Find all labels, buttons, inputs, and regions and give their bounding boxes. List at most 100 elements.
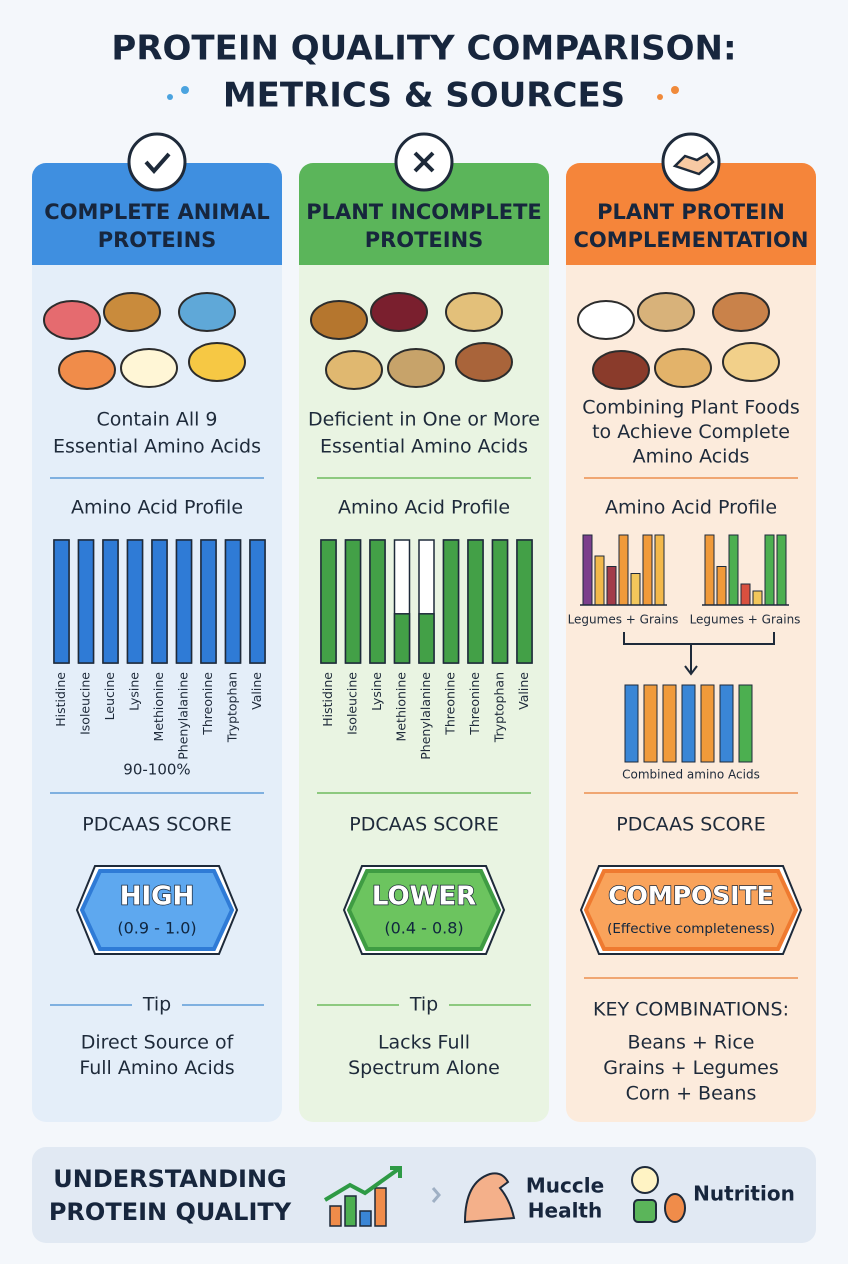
bar	[393, 613, 411, 664]
bar	[630, 573, 641, 606]
food-icon	[370, 292, 428, 332]
column-title: PROTEINS	[98, 228, 217, 252]
decor	[671, 86, 679, 94]
description: Essential Amino Acids	[320, 436, 528, 458]
chart-icon	[329, 1205, 342, 1227]
bar	[249, 539, 266, 664]
column-header	[32, 163, 282, 265]
title-line: METRICS & SOURCES	[223, 76, 625, 116]
badge-sub: (Effective completeness)	[607, 921, 775, 937]
food-icon	[637, 292, 695, 332]
amino-label: Methionine	[394, 672, 409, 742]
food-icon	[325, 350, 383, 390]
bar	[624, 684, 639, 763]
tip-text: Spectrum Alone	[348, 1057, 500, 1079]
nutrition-icon	[631, 1166, 659, 1194]
bar	[442, 539, 460, 664]
column-title: COMPLETE ANIMAL	[44, 200, 269, 224]
badge-main: HIGH	[120, 882, 195, 912]
bar	[618, 534, 629, 606]
combination: Corn + Beans	[626, 1083, 757, 1105]
column-title: PROTEINS	[365, 228, 484, 252]
food-icon	[577, 300, 635, 340]
bar	[344, 539, 362, 664]
bar	[606, 566, 617, 606]
decor	[657, 94, 663, 100]
handshake-icon	[672, 152, 715, 176]
bar	[516, 539, 533, 664]
check-icon	[144, 152, 171, 175]
food-icon	[178, 292, 236, 332]
bar	[491, 539, 509, 664]
bar	[126, 539, 144, 664]
food-icon	[43, 300, 101, 340]
cross-icon	[413, 151, 435, 173]
amino-label: Phenylalanine	[176, 672, 191, 760]
badge-sub: (0.4 - 0.8)	[384, 919, 463, 938]
description: Contain All 9	[96, 409, 217, 431]
bar	[752, 590, 763, 606]
amino-label: Lysine	[127, 672, 142, 711]
column-header	[299, 163, 549, 265]
bar	[175, 539, 193, 664]
chevron	[431, 1187, 441, 1203]
amino-label: Valine	[249, 672, 264, 710]
bar	[642, 534, 653, 606]
combination: Grains + Legumes	[603, 1057, 779, 1079]
bar	[662, 684, 677, 763]
bar	[700, 684, 715, 763]
column-title: PLANT INCOMPLETE	[306, 200, 542, 224]
bar	[77, 539, 95, 664]
description: Essential Amino Acids	[53, 436, 261, 458]
badge	[346, 869, 502, 951]
bar	[200, 539, 217, 664]
bar	[582, 534, 593, 606]
food-icon	[445, 292, 503, 332]
badge-main: LOWER	[372, 882, 476, 912]
title-line: PROTEIN QUALITY COMPARISON:	[111, 29, 736, 69]
bar	[224, 539, 242, 664]
profile-title: Amino Acid Profile	[71, 497, 243, 519]
amino-label: Histidine	[320, 672, 335, 727]
food-icon	[712, 292, 770, 332]
score-label: PDCAAS SCORE	[349, 814, 498, 836]
bar	[740, 583, 751, 606]
group-label: Legumes + Grains	[568, 613, 679, 627]
footer-title: UNDERSTANDING	[53, 1165, 286, 1193]
nutrition-icon	[664, 1193, 686, 1223]
badge	[79, 869, 235, 951]
food-icon	[103, 292, 161, 332]
chart-arrow	[323, 1166, 402, 1202]
bar	[643, 684, 658, 763]
amino-label: Methionine	[151, 672, 166, 742]
group-label: Legumes + Grains	[690, 613, 801, 627]
tip-title: Tip	[409, 994, 438, 1016]
amino-label: Tryptophan	[492, 672, 507, 743]
amino-label: Histidine	[53, 672, 68, 727]
bar	[594, 555, 605, 606]
column-header-base	[299, 240, 549, 265]
column-header-base	[32, 240, 282, 265]
bar	[53, 539, 70, 664]
decor	[181, 86, 189, 94]
column-title: COMPLEMENTATION	[574, 228, 809, 252]
amino-label: Isoleucine	[78, 672, 93, 735]
header-icon	[127, 132, 187, 192]
food-icon	[455, 342, 513, 382]
decor	[167, 94, 173, 100]
muscle-icon	[463, 1172, 516, 1224]
chart-icon	[374, 1187, 387, 1227]
bar	[320, 539, 337, 664]
tip-text: Lacks Full	[378, 1032, 470, 1054]
bar	[102, 539, 119, 664]
amino-label: Threonine	[467, 672, 482, 736]
combination: Beans + Rice	[628, 1032, 755, 1054]
bar	[654, 534, 665, 606]
food-icon	[310, 300, 368, 340]
description: Combining Plant Foods	[582, 397, 800, 419]
tip-title: Tip	[142, 994, 171, 1016]
bar	[764, 534, 775, 606]
chart-icon	[344, 1195, 357, 1227]
amino-label: Tryptophan	[225, 672, 240, 743]
